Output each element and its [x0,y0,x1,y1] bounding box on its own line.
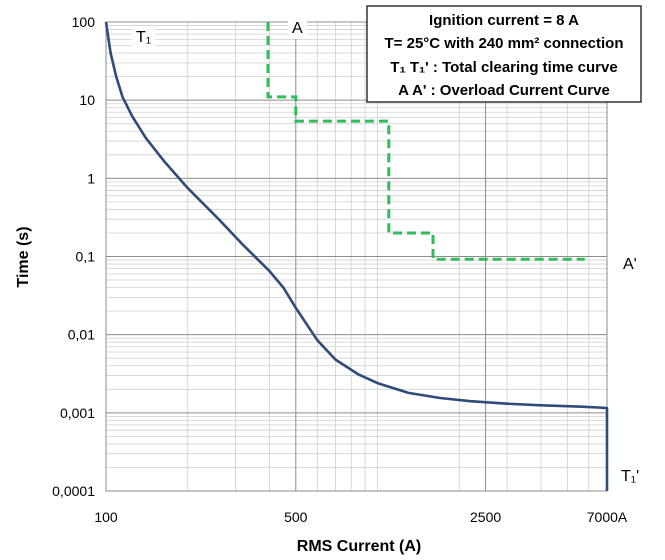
x-tick-label: 2500 [470,509,501,525]
legend-box-frame [366,5,642,103]
label-t1-start-background [132,27,156,48]
series-line-a [266,22,585,261]
label-a-start-group: A [288,18,307,39]
x-tick-label: 500 [284,509,308,525]
tick-labels: 100 10 1 0,1 0,01 0,001 0,0001 100 500 2500 7000A [52,14,628,525]
y-tick-label: 0,01 [68,327,95,343]
label-t1-end: T₁' [621,468,639,485]
curve-labels: T₁ A A' T₁' [132,18,644,487]
plot-frame [105,21,608,492]
y-tick-label: 0,1 [76,249,96,265]
label-a-end-background [619,254,641,275]
x-tick-label: 7000A [587,509,628,525]
label-a-end-group: A' [619,254,641,275]
series-line-t1 [104,21,609,491]
label-a-start: A [292,20,303,37]
label-t1-end-background [617,466,644,487]
y-tick-label: 0,001 [60,405,95,421]
y-axis-title: Time (s) [15,226,32,287]
label-a-end: A' [623,256,637,273]
label-t1-end-group: T₁' [617,466,644,487]
series-layer [104,21,609,491]
legend-line-t1-curve: T₁ T₁' : Total clearing time curve [390,59,617,76]
y-tick-label: 1 [87,170,95,186]
legend-line-ignition: Ignition current = 8 A [429,12,579,29]
label-a-start-background [288,18,307,39]
legend-box: Ignition current = 8 A T= 25°C with 240 … [366,5,642,103]
x-axis-title: RMS Current (A) [297,538,421,555]
legend-line-a-curve: A A' : Overload Current Curve [398,82,610,99]
legend-line-temperature: T= 25°C with 240 mm² connection [385,35,624,52]
y-tick-label: 100 [72,14,96,30]
label-t1-start-group: T₁ [132,27,156,48]
y-tick-label: 10 [79,92,95,108]
x-tick-label: 100 [94,509,118,525]
label-t1-start: T₁ [136,29,151,46]
y-tick-label: 0,0001 [52,483,95,499]
